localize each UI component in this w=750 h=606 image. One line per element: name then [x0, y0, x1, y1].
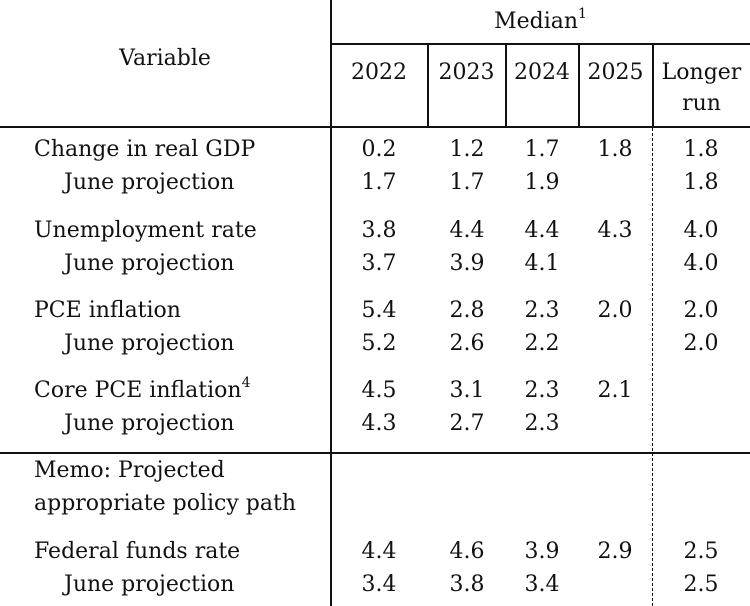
table-cell: 4.1 — [524, 251, 560, 276]
row-label: PCE inflation — [34, 298, 181, 324]
table-cell: 3.4 — [361, 572, 397, 597]
table-cell: 3.8 — [361, 218, 397, 243]
table-cell: 2.3 — [524, 298, 560, 323]
table-cell: 2.5 — [683, 572, 719, 597]
col-divider-2025 — [578, 43, 580, 127]
table-cell: 3.9 — [524, 539, 560, 564]
row-label-text: Core PCE inflation — [34, 378, 242, 403]
row-label: Unemployment rate — [34, 218, 257, 244]
table-cell: 2.0 — [597, 298, 633, 323]
footnote-marker: 1 — [578, 5, 587, 22]
table-cell: 1.8 — [597, 137, 633, 162]
table-cell: 2.6 — [449, 331, 485, 356]
memo-label-line2: appropriate policy path — [34, 491, 296, 517]
year-header-2024: 2024 — [506, 60, 578, 86]
table-cell: 1.2 — [449, 137, 485, 162]
table-cell: 3.4 — [524, 572, 560, 597]
table-cell: 1.8 — [683, 170, 719, 195]
table-cell: 5.4 — [361, 298, 397, 323]
table-cell: 2.0 — [683, 298, 719, 323]
table-cell: 4.4 — [449, 218, 485, 243]
table-cell: 2.8 — [449, 298, 485, 323]
table-cell: 1.7 — [449, 170, 485, 195]
col-divider-2024 — [505, 43, 507, 127]
row-label-text: June projection — [64, 572, 235, 597]
table-cell: 2.1 — [597, 378, 633, 403]
row-label: Core PCE inflation4 — [34, 374, 251, 404]
table-cell: 2.2 — [524, 331, 560, 356]
row-label-text: PCE inflation — [34, 298, 181, 323]
row-label-june-projection: June projection — [64, 572, 234, 598]
memo-text: appropriate policy path — [34, 491, 297, 516]
year-label: 2023 — [438, 60, 495, 85]
col-divider-2023 — [427, 43, 429, 127]
table-cell: 1.7 — [361, 170, 397, 195]
variable-header-label: Variable — [119, 46, 211, 71]
vertical-rule-left — [330, 0, 332, 606]
table-cell: 4.5 — [361, 378, 397, 403]
table-cell: 4.0 — [683, 218, 719, 243]
table-cell: 3.7 — [361, 251, 397, 276]
table-cell: 2.9 — [597, 539, 633, 564]
year-header-2025: 2025 — [579, 60, 652, 86]
row-label-text: June projection — [64, 251, 235, 276]
table-cell: 2.3 — [524, 378, 560, 403]
median-underline — [330, 43, 750, 45]
table-cell: 1.9 — [524, 170, 560, 195]
table-cell: 3.1 — [449, 378, 485, 403]
longer-run-label-line1: Longer — [661, 60, 742, 85]
table-cell: 4.4 — [524, 218, 560, 243]
row-label: Federal funds rate — [34, 539, 240, 565]
table-cell: 2.3 — [524, 411, 560, 436]
table-cell: 2.0 — [683, 331, 719, 356]
longer-run-label-line2: run — [682, 91, 721, 116]
year-label: 2025 — [587, 60, 644, 85]
row-label-june-projection: June projection — [64, 411, 234, 437]
table-cell: 4.6 — [449, 539, 485, 564]
row-label-text: Change in real GDP — [34, 137, 256, 162]
table-cell: 4.4 — [361, 539, 397, 564]
year-header-2022: 2022 — [331, 60, 427, 86]
table-cell: 1.8 — [683, 137, 719, 162]
median-header: Median1 — [331, 5, 750, 35]
table-cell: 3.9 — [449, 251, 485, 276]
year-header-2023: 2023 — [428, 60, 505, 86]
table-cell: 5.2 — [361, 331, 397, 356]
row-label: Change in real GDP — [34, 137, 255, 163]
memo-label-line1: Memo: Projected — [34, 458, 225, 484]
year-label: 2024 — [514, 60, 570, 85]
table-cell: 3.8 — [449, 572, 485, 597]
table-cell: 2.5 — [683, 539, 719, 564]
row-label-text: June projection — [64, 411, 235, 436]
row-label-june-projection: June projection — [64, 251, 234, 277]
table-cell: 4.0 — [683, 251, 719, 276]
footnote-marker: 4 — [241, 374, 251, 391]
row-label-text: June projection — [64, 170, 235, 195]
row-label-text: Unemployment rate — [34, 218, 257, 243]
memo-text: Memo: Projected — [34, 458, 225, 483]
row-label-text: June projection — [64, 331, 235, 356]
row-label-june-projection: June projection — [64, 170, 234, 196]
longer-run-dashed-divider — [652, 128, 653, 606]
table-cell: 0.2 — [361, 137, 397, 162]
row-label-june-projection: June projection — [64, 331, 234, 357]
table-cell: 4.3 — [597, 218, 633, 243]
year-label: 2022 — [351, 60, 407, 85]
row-label-text: Federal funds rate — [34, 539, 241, 564]
memo-top-rule — [0, 452, 750, 454]
col-divider-longer-run — [652, 43, 654, 127]
table-cell: 2.7 — [449, 411, 485, 436]
table-cell: 1.7 — [524, 137, 560, 162]
header-bottom-rule — [0, 126, 750, 128]
variable-header: Variable — [0, 46, 330, 72]
longer-run-header: Longer — [653, 60, 750, 86]
median-header-label: Median — [494, 9, 579, 34]
table-cell: 4.3 — [361, 411, 397, 436]
longer-run-header-line2: run — [653, 91, 750, 117]
